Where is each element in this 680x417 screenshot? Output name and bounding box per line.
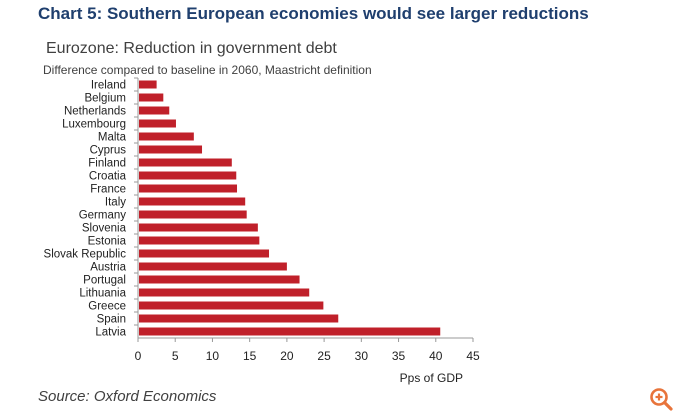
chart-title: Eurozone: Reduction in government debt (46, 40, 337, 57)
zoom-button[interactable] (648, 386, 674, 412)
x-tick-label: 10 (206, 349, 220, 363)
category-label: Luxembourg (62, 119, 126, 131)
category-label: Greece (88, 301, 126, 313)
bar (139, 93, 164, 102)
x-tick-label: 5 (172, 349, 179, 363)
category-label: Croatia (89, 171, 127, 183)
bar (139, 275, 300, 284)
x-tick-label: 30 (355, 349, 369, 363)
category-label: Finland (88, 158, 126, 170)
category-label: Slovak Republic (44, 249, 127, 261)
bar (139, 171, 237, 180)
category-label: Belgium (84, 93, 126, 105)
category-label: Germany (79, 210, 127, 222)
x-tick-label: 0 (135, 349, 142, 363)
category-label: Latvia (95, 327, 126, 339)
bar (139, 262, 287, 271)
chart-subtitle: Difference compared to baseline in 2060,… (43, 63, 372, 77)
category-label: Netherlands (64, 106, 126, 118)
bar (139, 197, 246, 206)
category-label: France (90, 184, 126, 196)
bar (139, 223, 258, 232)
bar (139, 158, 232, 167)
bar (139, 314, 339, 323)
category-label: Slovenia (82, 223, 127, 235)
x-tick-label: 35 (392, 349, 406, 363)
category-label: Portugal (83, 275, 126, 287)
bar (139, 249, 270, 258)
category-label: Italy (105, 197, 126, 209)
x-tick-label: 45 (466, 349, 480, 363)
bar (139, 119, 176, 128)
category-label: Malta (98, 132, 127, 144)
category-label: Estonia (88, 236, 127, 248)
chart-heading: Chart 5: Southern European economies wou… (38, 4, 589, 23)
bar (139, 106, 170, 115)
bar (139, 145, 203, 154)
x-tick-label: 40 (429, 349, 443, 363)
category-label: Spain (97, 314, 126, 326)
bar (139, 327, 441, 336)
bar (139, 184, 238, 193)
category-label: Ireland (91, 80, 126, 92)
x-axis-label: Pps of GDP (400, 371, 463, 385)
x-tick-label: 25 (317, 349, 331, 363)
source-note: Source: Oxford Economics (38, 388, 217, 405)
x-tick-label: 20 (280, 349, 294, 363)
bar (139, 288, 310, 297)
category-label: Lithuania (79, 288, 126, 300)
bar (139, 301, 324, 310)
bar (139, 210, 247, 219)
bar (139, 236, 260, 245)
bar (139, 80, 157, 89)
bar (139, 132, 194, 141)
x-tick-label: 15 (243, 349, 257, 363)
zoom-in-icon (650, 388, 673, 411)
category-label: Austria (90, 262, 126, 274)
category-label: Cyprus (90, 145, 127, 157)
